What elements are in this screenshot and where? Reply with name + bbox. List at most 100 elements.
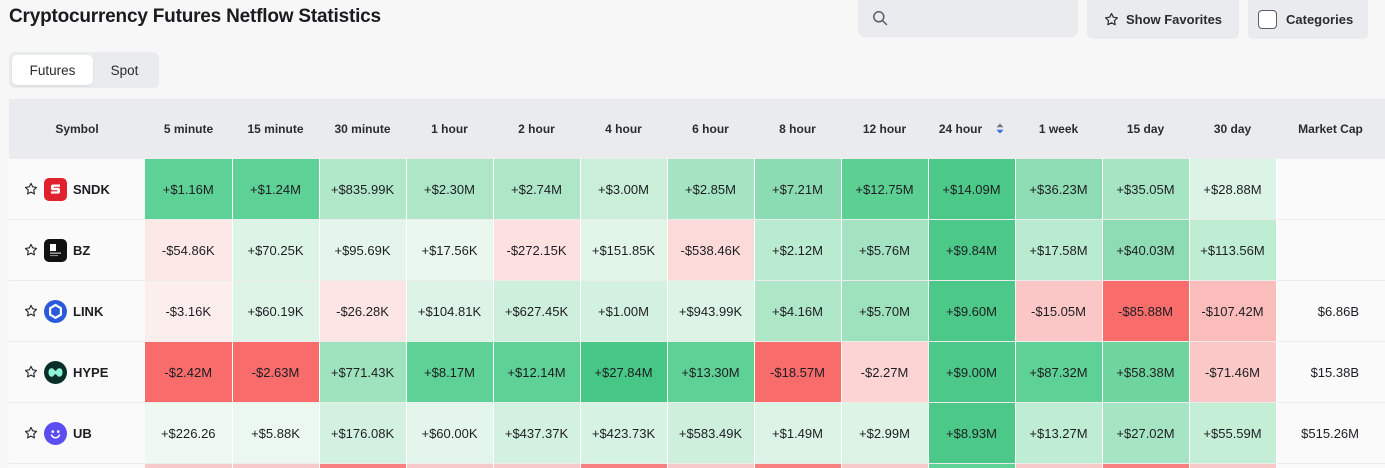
sort-icon xyxy=(996,123,1004,133)
column-header-5-minute[interactable]: 5 minute xyxy=(145,99,232,159)
netflow-cell: +$5.88K xyxy=(232,402,320,464)
netflow-cell: -$71.46M xyxy=(1189,341,1277,403)
search-box[interactable] xyxy=(858,0,1078,37)
netflow-cell: +$70.25K xyxy=(232,219,320,281)
table-row[interactable] xyxy=(9,463,1385,468)
netflow-cell: +$13.27M xyxy=(1015,402,1103,464)
column-header-30-day[interactable]: 30 day xyxy=(1189,99,1276,159)
page-title: Cryptocurrency Futures Netflow Statistic… xyxy=(9,6,381,27)
column-header-15-day[interactable]: 15 day xyxy=(1102,99,1189,159)
column-header-8-hour[interactable]: 8 hour xyxy=(754,99,841,159)
market-cap-cell: $515.26M xyxy=(1276,402,1385,464)
hype-logo xyxy=(44,360,67,384)
column-header-12-hour[interactable]: 12 hour xyxy=(841,99,928,159)
column-header-30-minute[interactable]: 30 minute xyxy=(319,99,406,159)
netflow-cell xyxy=(667,463,755,468)
netflow-cell: +$1.16M xyxy=(145,158,233,220)
favorite-star-icon[interactable] xyxy=(24,243,38,257)
search-icon xyxy=(873,11,888,26)
symbol-label[interactable]: UB xyxy=(73,425,92,441)
categories-checkbox[interactable] xyxy=(1258,10,1277,29)
netflow-cell: -$2.63M xyxy=(232,341,320,403)
column-header-6-hour[interactable]: 6 hour xyxy=(667,99,754,159)
symbol-label[interactable]: BZ xyxy=(73,242,91,258)
netflow-cell: +$1.00M xyxy=(580,280,668,342)
netflow-cell: +$176.08K xyxy=(319,402,407,464)
search-input[interactable] xyxy=(896,6,1070,32)
netflow-cell: +$8.17M xyxy=(406,341,494,403)
netflow-cell: +$36.23M xyxy=(1015,158,1103,220)
netflow-cell: -$2.42M xyxy=(145,341,233,403)
categories-label: Categories xyxy=(1286,12,1354,27)
bz-logo xyxy=(44,238,67,262)
table-row[interactable]: LINK -$3.16K +$60.19K -$26.28K +$104.81K +$62… xyxy=(9,280,1385,342)
symbol-label[interactable]: SNDK xyxy=(73,181,110,197)
show-favorites-label: Show Favorites xyxy=(1125,12,1223,27)
netflow-cell xyxy=(1015,463,1103,468)
column-header-1-hour[interactable]: 1 hour xyxy=(406,99,493,159)
netflow-cell: +$12.75M xyxy=(841,158,929,220)
netflow-cell: +$5.70M xyxy=(841,280,929,342)
netflow-cell: -$18.57M xyxy=(754,341,842,403)
netflow-cell xyxy=(145,463,233,468)
favorite-star-icon[interactable] xyxy=(24,182,38,196)
netflow-cell: +$27.02M xyxy=(1102,402,1190,464)
show-favorites-button[interactable]: Show Favorites xyxy=(1087,0,1239,39)
column-header-2-hour[interactable]: 2 hour xyxy=(493,99,580,159)
favorite-star-icon[interactable] xyxy=(24,426,38,440)
symbol-label[interactable]: LINK xyxy=(73,303,104,319)
netflow-table: Symbol 5 minute 15 minute 30 minute 1 ho… xyxy=(9,99,1385,468)
market-cap-cell xyxy=(1276,158,1385,220)
column-header-market-cap[interactable]: Market Cap xyxy=(1276,99,1385,159)
netflow-cell: +$7.21M xyxy=(754,158,842,220)
symbol-label[interactable]: HYPE xyxy=(73,364,109,380)
netflow-cell: -$15.05M xyxy=(1015,280,1103,342)
column-header-1-week[interactable]: 1 week xyxy=(1015,99,1102,159)
netflow-cell: +$423.73K xyxy=(580,402,668,464)
sndk-logo xyxy=(44,177,67,201)
column-header-4-hour[interactable]: 4 hour xyxy=(580,99,667,159)
column-header-15-minute[interactable]: 15 minute xyxy=(232,99,319,159)
netflow-cell: -$3.16K xyxy=(145,280,233,342)
table-row[interactable]: SNDK +$1.16M +$1.24M +$835.99K +$2.30M +$2.74… xyxy=(9,158,1385,220)
netflow-cell: +$2.85M xyxy=(667,158,755,220)
table-row[interactable]: UB +$226.26 +$5.88K +$176.08K +$60.00K +$437.… xyxy=(9,402,1385,464)
categories-button[interactable]: Categories xyxy=(1248,0,1368,39)
netflow-cell xyxy=(1102,463,1190,468)
tab-futures[interactable]: Futures xyxy=(12,55,93,85)
column-header-24-hour[interactable]: 24 hour xyxy=(928,99,1015,159)
netflow-cell xyxy=(232,463,320,468)
netflow-cell: +$2.74M xyxy=(493,158,581,220)
netflow-cell xyxy=(493,463,581,468)
tab-spot[interactable]: Spot xyxy=(93,55,156,85)
netflow-cell: +$12.14M xyxy=(493,341,581,403)
netflow-cell xyxy=(754,463,842,468)
favorite-star-icon[interactable] xyxy=(24,365,38,379)
netflow-cell: +$4.16M xyxy=(754,280,842,342)
netflow-cell: +$437.37K xyxy=(493,402,581,464)
link-logo xyxy=(44,299,67,323)
column-header-symbol[interactable]: Symbol xyxy=(9,99,145,159)
tab-spot-label: Spot xyxy=(110,62,139,78)
netflow-cell xyxy=(406,463,494,468)
netflow-cell xyxy=(1189,463,1277,468)
favorite-star-icon[interactable] xyxy=(24,304,38,318)
table-row[interactable]: BZ -$54.86K +$70.25K +$95.69K +$17.56K -$272.… xyxy=(9,219,1385,281)
table-row[interactable]: HYPE -$2.42M -$2.63M +$771.43K +$8.17M +$12.1… xyxy=(9,341,1385,403)
market-cap-cell xyxy=(1276,463,1385,468)
netflow-cell: +$60.19K xyxy=(232,280,320,342)
netflow-cell xyxy=(319,463,407,468)
netflow-cell: +$2.30M xyxy=(406,158,494,220)
netflow-cell: +$627.45K xyxy=(493,280,581,342)
ub-logo xyxy=(44,421,67,445)
netflow-cell: +$35.05M xyxy=(1102,158,1190,220)
market-cap-cell: $6.86B xyxy=(1276,280,1385,342)
netflow-cell: -$2.27M xyxy=(841,341,929,403)
netflow-cell: +$9.00M xyxy=(928,341,1016,403)
netflow-cell xyxy=(928,463,1016,468)
netflow-cell: +$9.60M xyxy=(928,280,1016,342)
netflow-cell: +$226.26 xyxy=(145,402,233,464)
netflow-cell: +$17.58M xyxy=(1015,219,1103,281)
netflow-cell: +$1.49M xyxy=(754,402,842,464)
netflow-cell: -$85.88M xyxy=(1102,280,1190,342)
